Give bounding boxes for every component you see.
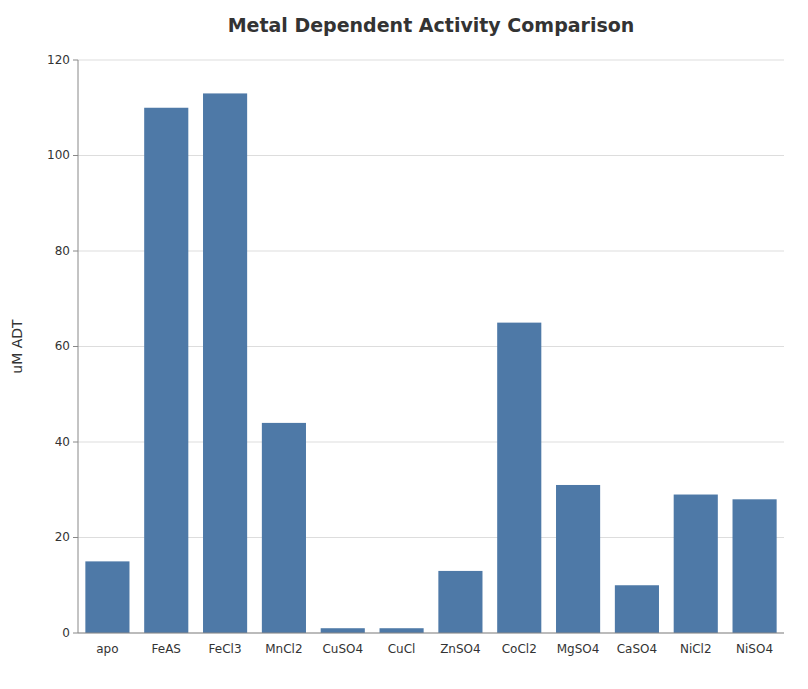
x-axis-line [78,633,784,634]
bar [497,323,541,633]
x-tick-label: CoCl2 [502,642,537,656]
y-tick-label: 40 [55,435,70,449]
grid-line [78,60,784,61]
bar [615,585,659,633]
x-tick-label: MgSO4 [557,642,600,656]
bar [85,561,129,633]
y-tick-label: 20 [55,530,70,544]
y-tick-label: 60 [55,339,70,353]
y-axis-line [78,60,79,633]
grid [78,60,784,633]
chart-title: Metal Dependent Activity Comparison [228,14,635,36]
chart-svg: Metal Dependent Activity Comparison uM AD… [0,0,808,689]
x-tick-label: apo [96,642,118,656]
x-tick-label: FeAS [152,642,181,656]
x-tick-label: CaSO4 [617,642,657,656]
x-axis: apo FeAS FeCl3 MnCl2 CuSO4 CuCl ZnSO4 CoCl2 MgSO… [78,633,784,656]
y-axis: 0 20 40 60 80 100 120 [47,53,78,640]
bar [674,495,718,633]
y-tick [73,633,78,634]
x-tick-label: FeCl3 [209,642,242,656]
bar [144,108,188,633]
bar [438,571,482,633]
bar [380,628,424,633]
x-tick-label: NiCl2 [680,642,712,656]
x-tick-label: MnCl2 [265,642,302,656]
grid-line [78,633,784,634]
chart-container: Metal Dependent Activity Comparison uM AD… [0,0,808,689]
x-tick-label: CuCl [388,642,416,656]
y-tick [73,155,78,156]
y-tick [73,346,78,347]
bar [203,93,247,633]
y-tick [73,442,78,443]
y-tick-label: 0 [62,626,70,640]
y-tick [73,537,78,538]
y-axis-label: uM ADT [9,319,25,374]
y-tick [73,60,78,61]
bar [321,628,365,633]
bar [556,485,600,633]
y-tick-label: 100 [47,148,70,162]
bars [85,93,776,633]
bar [262,423,306,633]
x-tick-label: ZnSO4 [440,642,481,656]
bar [733,499,777,633]
y-tick [73,251,78,252]
x-tick-label: NiSO4 [736,642,773,656]
x-tick-label: CuSO4 [322,642,363,656]
y-tick-label: 80 [55,244,70,258]
y-tick-label: 120 [47,53,70,67]
